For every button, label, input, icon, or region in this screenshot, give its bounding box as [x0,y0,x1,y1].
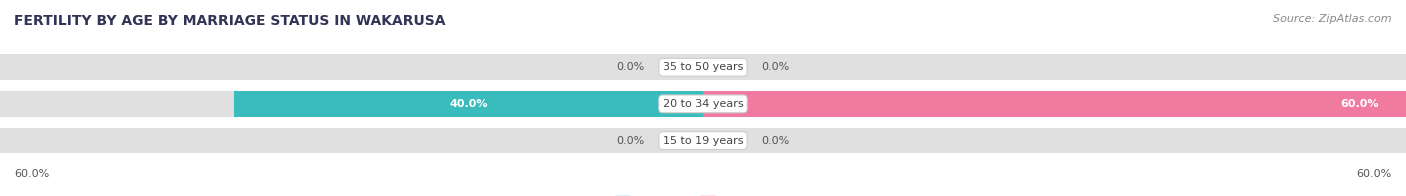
Text: 0.0%: 0.0% [616,136,644,146]
Bar [0,128,1406,153]
Text: Source: ZipAtlas.com: Source: ZipAtlas.com [1274,14,1392,24]
Text: 15 to 19 years: 15 to 19 years [662,136,744,146]
Text: 0.0%: 0.0% [616,62,644,72]
Text: 60.0%: 60.0% [14,169,49,179]
Text: 60.0%: 60.0% [1357,169,1392,179]
Text: 35 to 50 years: 35 to 50 years [662,62,744,72]
Text: 40.0%: 40.0% [450,99,488,109]
Bar [0,91,1406,117]
Bar [235,91,703,117]
Bar [703,91,1406,117]
Text: 0.0%: 0.0% [762,62,790,72]
Text: FERTILITY BY AGE BY MARRIAGE STATUS IN WAKARUSA: FERTILITY BY AGE BY MARRIAGE STATUS IN W… [14,14,446,28]
Text: 60.0%: 60.0% [1340,99,1378,109]
Text: 0.0%: 0.0% [762,136,790,146]
Legend: Married, Unmarried: Married, Unmarried [610,191,796,196]
Text: 20 to 34 years: 20 to 34 years [662,99,744,109]
Bar [0,54,1406,80]
